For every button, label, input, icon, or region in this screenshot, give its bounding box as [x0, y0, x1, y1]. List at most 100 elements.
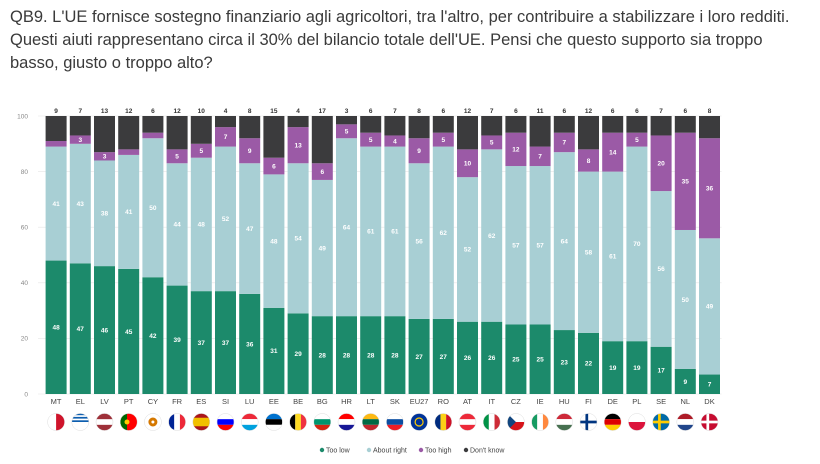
data-label-too_low: 9 [683, 379, 687, 386]
legend-marker-dont_know [463, 447, 469, 453]
category-label: IT [488, 397, 495, 406]
bar-segment-too_low [699, 374, 720, 394]
bar-segment-too_high [481, 135, 503, 150]
category-label: FI [585, 397, 592, 406]
bar-segment-too_high [674, 132, 696, 230]
bar-segment-about_right [578, 171, 599, 333]
bar-segment-about_right [118, 154, 140, 269]
bar-segment-dont_know [118, 116, 140, 150]
y-tick-label: 40 [21, 280, 29, 287]
flag-icon-mt [47, 413, 65, 431]
data-label-too_low: 25 [512, 357, 520, 364]
data-label-about_right: 49 [706, 304, 714, 311]
bar-segment-dont_know [626, 116, 648, 133]
data-label-dont_know: 17 [319, 108, 327, 115]
bar-segment-dont_know [190, 116, 212, 144]
bar-segment-too_high [384, 135, 406, 147]
data-label-too_high: 13 [294, 142, 302, 149]
category-label: LT [367, 397, 376, 406]
data-label-too_low: 27 [440, 354, 448, 361]
bar-segment-too_high [166, 149, 188, 164]
bar-segment-too_low [432, 318, 454, 394]
bar-segment-too_high [432, 132, 454, 147]
bar-segment-too_high [287, 127, 309, 164]
data-label-about_right: 57 [536, 243, 544, 250]
data-label-too_high: 8 [587, 158, 591, 165]
category-label: LU [245, 397, 255, 406]
data-label-about_right: 54 [294, 236, 302, 243]
bar-segment-about_right [505, 166, 527, 325]
data-label-too_low: 19 [609, 365, 617, 372]
data-label-about_right: 64 [343, 225, 351, 232]
bar-segment-dont_know [481, 116, 503, 136]
data-label-too_high: 10 [464, 161, 472, 168]
data-label-about_right: 48 [198, 222, 206, 229]
bar-segment-too_low [118, 268, 140, 394]
data-label-too_low: 28 [343, 352, 351, 359]
data-label-about_right: 49 [319, 245, 327, 252]
data-label-dont_know: 8 [248, 108, 252, 115]
bar-segment-about_right [360, 146, 382, 317]
data-label-too_low: 42 [149, 333, 157, 340]
data-label-about_right: 61 [609, 254, 617, 261]
bar-segment-dont_know [432, 116, 454, 133]
data-label-too_low: 31 [270, 348, 278, 355]
flag-icon-dk [701, 413, 718, 431]
category-label: RO [438, 397, 449, 406]
category-label: AT [463, 397, 472, 406]
bar-segment-dont_know [142, 116, 164, 133]
category-label: EE [269, 397, 279, 406]
bar-segment-about_right [553, 152, 575, 331]
flag-icon-es [192, 413, 210, 431]
flag-icon-pt [120, 413, 138, 431]
data-label-about_right: 62 [488, 233, 496, 240]
data-label-dont_know: 12 [464, 108, 472, 115]
data-label-about_right: 38 [101, 211, 109, 218]
bar-segment-too_low [311, 316, 333, 394]
bar-segment-dont_know [529, 116, 551, 147]
flag-icon-de [604, 413, 622, 431]
bar-segment-dont_know [69, 116, 91, 136]
flag-icon-fr [168, 413, 186, 431]
bar-segment-too_high [142, 132, 164, 139]
y-tick-label: 0 [24, 391, 28, 398]
bar-segment-too_high [263, 157, 285, 175]
data-label-dont_know: 4 [296, 108, 300, 115]
data-label-about_right: 52 [464, 247, 472, 254]
bar-segment-about_right [239, 163, 261, 294]
data-label-about_right: 52 [222, 216, 230, 223]
legend-marker-about_right [366, 447, 372, 453]
flag-icon-se [652, 413, 670, 431]
bar-segment-dont_know [263, 116, 285, 158]
flag-icon-cz [507, 413, 525, 431]
flag-icon-be [289, 413, 307, 431]
data-label-dont_know: 7 [393, 108, 397, 115]
data-label-too_high: 20 [657, 161, 665, 168]
data-label-dont_know: 13 [101, 108, 109, 115]
data-label-about_right: 57 [512, 243, 520, 250]
data-label-too_low: 46 [101, 327, 109, 334]
bar-segment-about_right [190, 157, 212, 292]
bar-segment-too_low [408, 318, 430, 394]
bar-segment-too_low [94, 266, 115, 394]
bar-segment-too_high [94, 152, 115, 161]
bar-segment-dont_know [674, 116, 696, 133]
bar-segment-about_right [263, 174, 285, 308]
bar-segment-too_high [239, 138, 261, 164]
data-label-about_right: 41 [125, 209, 133, 216]
data-label-about_right: 61 [391, 229, 399, 236]
legend-label-about_right: About right [373, 448, 407, 455]
bar-segment-dont_know [699, 116, 720, 139]
data-label-too_high: 9 [417, 148, 421, 155]
bar-segment-too_low [69, 263, 91, 394]
data-label-too_low: 25 [536, 357, 544, 364]
data-label-too_low: 47 [77, 326, 85, 333]
flag-icon-cy [144, 413, 162, 431]
bar-segment-about_right [142, 138, 164, 278]
bar-segment-too_low [481, 321, 503, 394]
flag-icon-ee [265, 413, 283, 431]
data-label-too_high: 4 [393, 138, 397, 145]
category-label: HU [559, 397, 570, 406]
data-label-dont_know: 6 [635, 108, 639, 115]
y-tick-label: 80 [21, 169, 29, 176]
